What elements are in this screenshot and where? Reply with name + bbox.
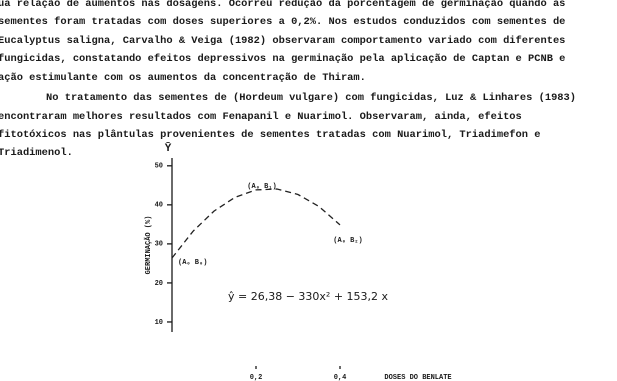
text-line: Triadimenol. bbox=[0, 147, 73, 159]
text-line: No tratamento das sementes de (Hordeum v… bbox=[46, 92, 576, 104]
point-label: (A₀ B₁) bbox=[247, 183, 276, 191]
text-line: Eucalyptus saligna, Carvalho & Veiga (19… bbox=[0, 35, 565, 47]
curve bbox=[171, 188, 341, 259]
y-symbol: Ȳ bbox=[165, 142, 172, 155]
equation: ŷ = 26,38 − 330x² + 153,2 x bbox=[228, 290, 389, 303]
y-axis-label: GERMINAÇÃO (%) bbox=[143, 216, 153, 275]
y-tick-label: 10 bbox=[155, 319, 163, 327]
text-line: encontraram melhores resultados com Fena… bbox=[0, 111, 522, 123]
text-line: fungicidas, constatando efeitos depressi… bbox=[0, 53, 565, 65]
x-tick-label: 0,2 bbox=[250, 374, 263, 381]
point-label: (A₀ B₂) bbox=[333, 237, 362, 245]
x-axis-label: DOSES DO BENLATE bbox=[384, 374, 451, 381]
y-tick-label: 30 bbox=[155, 241, 163, 249]
text-line: ua relação de aumentos nas dosagens. Oco… bbox=[0, 0, 565, 10]
point-label: (A₀ B₀) bbox=[178, 259, 207, 267]
text-line: fitotóxicos nas plântulas provenientes d… bbox=[0, 129, 540, 141]
text-line: ação estimulante com os aumentos da conc… bbox=[0, 72, 366, 84]
y-tick-label: 40 bbox=[155, 202, 163, 210]
x-tick-label: 0,4 bbox=[334, 374, 347, 381]
text-line: sementes foram tratadas com doses superi… bbox=[0, 16, 565, 28]
y-tick-label: 50 bbox=[155, 163, 163, 171]
y-tick-label: 20 bbox=[155, 280, 163, 288]
